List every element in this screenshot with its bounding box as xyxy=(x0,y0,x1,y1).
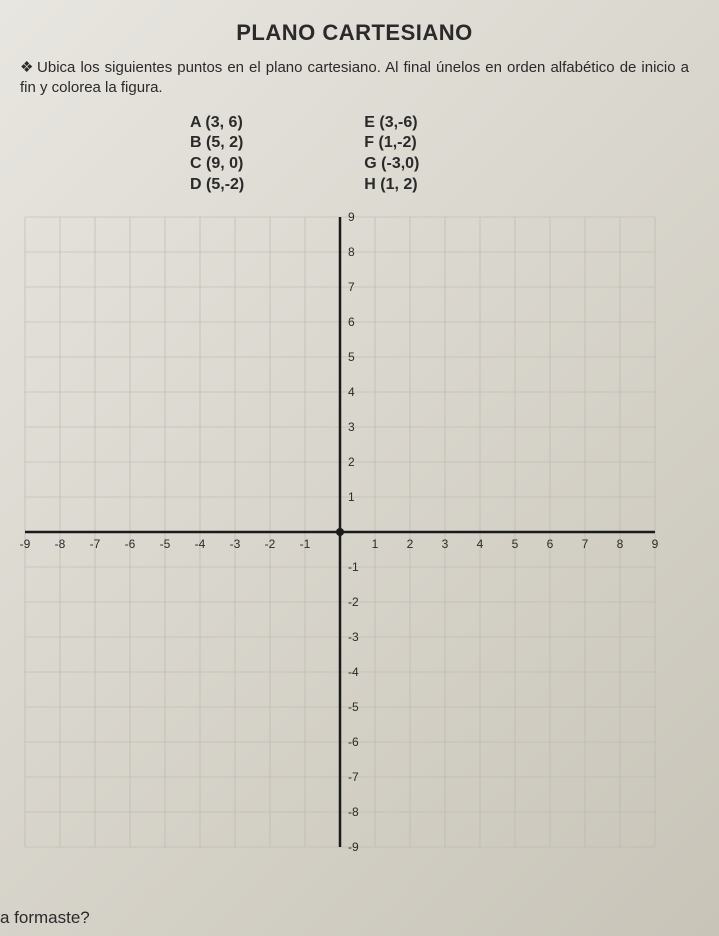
instructions: ❖ Ubica los siguientes puntos en el plan… xyxy=(20,58,689,99)
svg-text:7: 7 xyxy=(348,280,355,294)
svg-text:-1: -1 xyxy=(348,560,359,574)
svg-text:5: 5 xyxy=(348,350,355,364)
svg-text:-4: -4 xyxy=(348,665,359,679)
svg-text:-8: -8 xyxy=(348,805,359,819)
point-b: B (5, 2) xyxy=(190,133,244,154)
svg-text:2: 2 xyxy=(407,537,414,551)
svg-text:-9: -9 xyxy=(348,840,359,854)
point-e: E (3,-6) xyxy=(364,113,419,134)
footer-question: a formaste? xyxy=(0,908,90,928)
svg-text:-8: -8 xyxy=(55,537,66,551)
svg-text:-6: -6 xyxy=(125,537,136,551)
bullet-icon: ❖ xyxy=(20,58,32,78)
svg-text:6: 6 xyxy=(547,537,554,551)
svg-text:3: 3 xyxy=(442,537,449,551)
svg-text:8: 8 xyxy=(617,537,624,551)
svg-text:8: 8 xyxy=(348,245,355,259)
svg-text:1: 1 xyxy=(372,537,379,551)
svg-text:7: 7 xyxy=(582,537,589,551)
svg-text:6: 6 xyxy=(348,315,355,329)
svg-text:-6: -6 xyxy=(348,735,359,749)
instruction-line-1: Ubica los siguientes puntos en el plano … xyxy=(37,59,545,76)
svg-text:-2: -2 xyxy=(265,537,276,551)
svg-text:-4: -4 xyxy=(195,537,206,551)
svg-text:4: 4 xyxy=(477,537,484,551)
svg-text:1: 1 xyxy=(348,490,355,504)
points-col-2: E (3,-6) F (1,-2) G (-3,0) H (1, 2) xyxy=(364,113,419,196)
points-col-1: A (3, 6) B (5, 2) C (9, 0) D (5,-2) xyxy=(190,113,244,196)
svg-text:-3: -3 xyxy=(348,630,359,644)
svg-text:-1: -1 xyxy=(300,537,311,551)
point-g: G (-3,0) xyxy=(364,154,419,175)
point-d: D (5,-2) xyxy=(190,175,244,196)
point-a: A (3, 6) xyxy=(190,113,244,134)
svg-text:-5: -5 xyxy=(160,537,171,551)
point-f: F (1,-2) xyxy=(364,133,419,154)
point-h: H (1, 2) xyxy=(364,175,419,196)
svg-text:-9: -9 xyxy=(20,537,31,551)
svg-text:-3: -3 xyxy=(230,537,241,551)
svg-text:-7: -7 xyxy=(90,537,101,551)
cartesian-grid-svg: -9 -8 -7 -6 -5 -4 -3 -2 -1 1 2 3 4 5 6 7 8 9 -9 -8 -7 -6 -5 -4 -… xyxy=(10,202,690,862)
svg-text:-7: -7 xyxy=(348,770,359,784)
svg-text:5: 5 xyxy=(512,537,519,551)
svg-text:-5: -5 xyxy=(348,700,359,714)
svg-text:2: 2 xyxy=(348,455,355,469)
svg-text:9: 9 xyxy=(348,210,355,224)
point-c: C (9, 0) xyxy=(190,154,244,175)
svg-text:9: 9 xyxy=(652,537,659,551)
cartesian-plane: -9 -8 -7 -6 -5 -4 -3 -2 -1 1 2 3 4 5 6 7 8 9 -9 -8 -7 -6 -5 -4 -… xyxy=(10,202,690,862)
svg-text:3: 3 xyxy=(348,420,355,434)
svg-text:4: 4 xyxy=(348,385,355,399)
svg-text:-2: -2 xyxy=(348,595,359,609)
page-title: PLANO CARTESIANO xyxy=(20,20,689,46)
points-list: A (3, 6) B (5, 2) C (9, 0) D (5,-2) E (3… xyxy=(190,113,689,196)
